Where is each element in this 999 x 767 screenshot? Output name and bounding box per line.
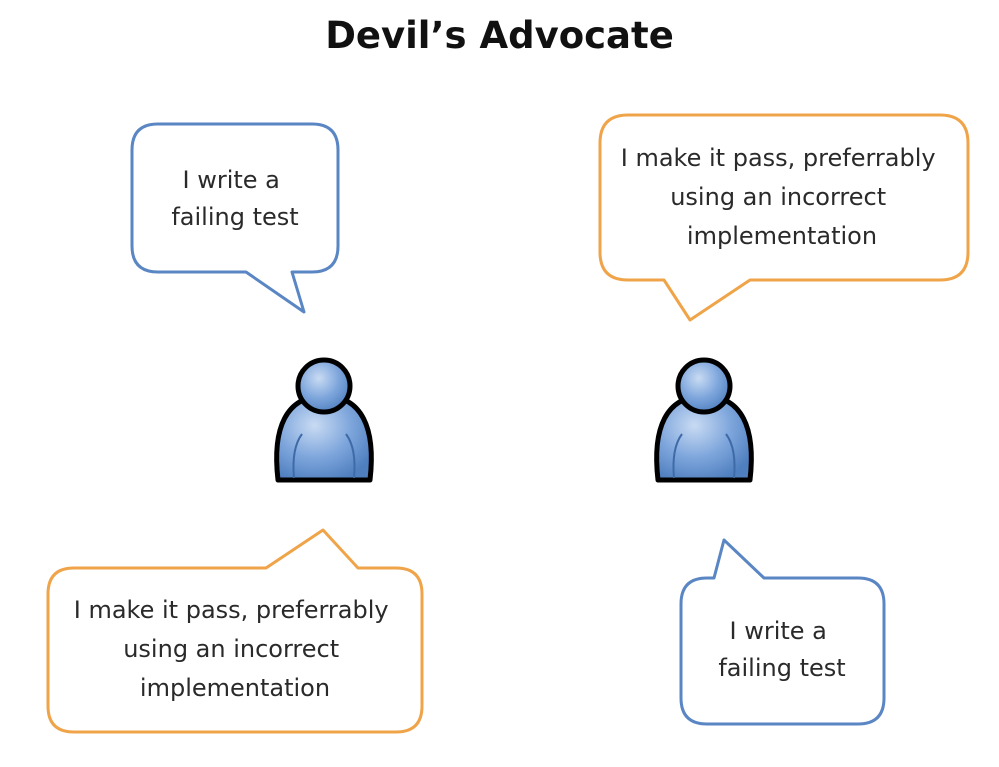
- bubble-line: using an incorrect: [123, 635, 339, 663]
- bubble-line: I make it pass, preferrably: [621, 144, 936, 172]
- speech-bubble-bottom-right: I write a failing test: [679, 538, 886, 726]
- person-icon: [654, 357, 754, 483]
- bubble-line: implementation: [140, 674, 330, 702]
- speech-bubble-bottom-left: I make it pass, preferrably using an inc…: [46, 528, 424, 734]
- bubble-line: failing test: [718, 654, 845, 682]
- bubble-line: using an incorrect: [670, 183, 886, 211]
- bubble-text: I make it pass, preferrably using an inc…: [74, 596, 396, 702]
- bubble-text: I write a failing test: [718, 617, 845, 682]
- bubble-line: I make it pass, preferrably: [74, 596, 389, 624]
- speech-bubble-outline: [598, 113, 970, 322]
- speech-bubble-top-left: I write a failing test: [130, 122, 340, 314]
- speech-bubble-top-right: I make it pass, preferrably using an inc…: [598, 113, 970, 322]
- bubble-text: I write a failing test: [171, 166, 298, 231]
- person-icon: [274, 357, 374, 483]
- bubble-line: failing test: [171, 203, 298, 231]
- speech-bubble-outline: [46, 528, 424, 734]
- speech-bubble-outline: [130, 122, 340, 314]
- bubble-line: I write a: [182, 166, 279, 194]
- bubble-line: implementation: [687, 222, 877, 250]
- bubble-text: I make it pass, preferrably using an inc…: [621, 144, 943, 250]
- bubble-line: I write a: [729, 617, 826, 645]
- page-title: Devil’s Advocate: [325, 14, 674, 57]
- speech-bubble-outline: [679, 538, 886, 726]
